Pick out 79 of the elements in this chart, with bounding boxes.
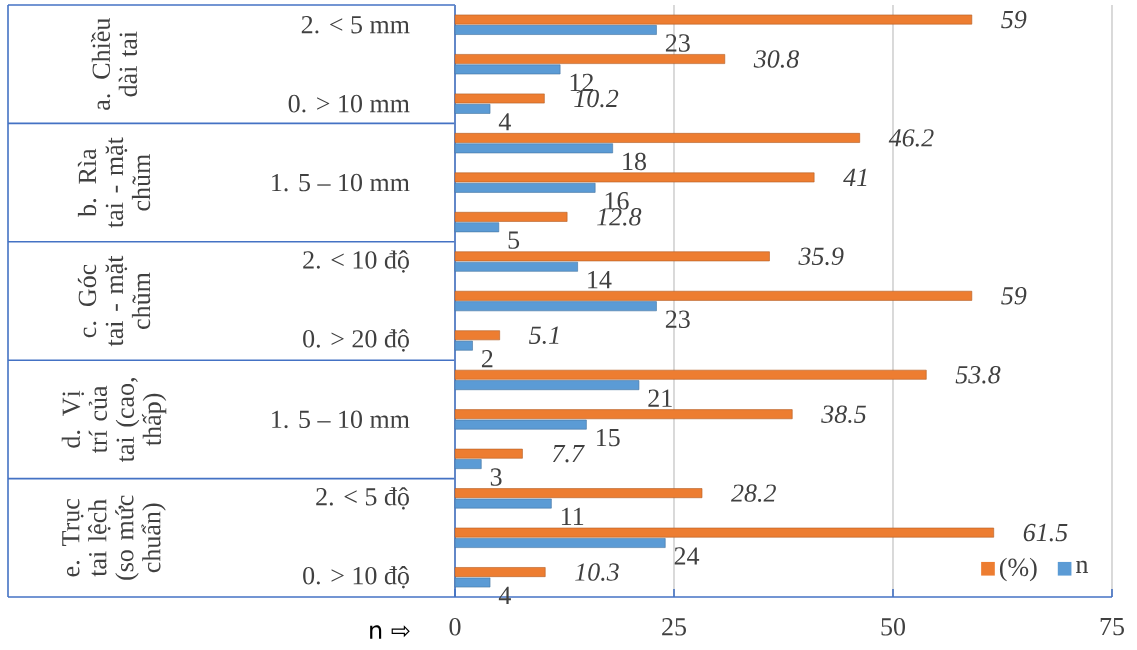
data-label: 53.8 <box>955 365 1001 384</box>
bar <box>454 488 703 499</box>
data-label: 5 <box>508 231 520 249</box>
y-tick-label: 0. > 10 độ <box>303 566 409 589</box>
bar <box>454 222 500 233</box>
data-label: 11 <box>561 507 584 526</box>
y-tick-label: 2. < 5 mm <box>301 15 410 34</box>
data-label: 24 <box>674 547 700 565</box>
bar <box>454 577 491 588</box>
data-label: 15 <box>596 428 620 447</box>
y-tick-label: 2. < 5 độ <box>316 487 409 510</box>
bar <box>454 251 770 262</box>
legend-label: n <box>1076 560 1089 573</box>
bar <box>454 538 666 548</box>
x-tick-label: 25 <box>662 618 686 636</box>
data-label: 35.9 <box>798 247 844 266</box>
bar <box>454 567 546 577</box>
bar <box>454 172 815 183</box>
data-label: 5.1 <box>529 326 559 345</box>
bar <box>454 409 793 420</box>
bar <box>454 301 657 312</box>
bar <box>454 25 657 35</box>
data-label: 61.5 <box>1023 523 1068 542</box>
data-label: 14 <box>588 271 612 289</box>
text: a. Chiều dài tai <box>90 18 138 110</box>
bar <box>454 14 973 25</box>
text: e. Trục tai lệch (so mức chuẩn) <box>62 495 166 580</box>
data-label: 21 <box>648 389 672 407</box>
bar <box>454 133 860 143</box>
x-tick-label: 0 <box>449 618 461 636</box>
bar <box>454 64 561 75</box>
legend-label: (%) <box>999 557 1037 582</box>
data-label: 7.7 <box>552 444 585 463</box>
bar <box>454 290 973 301</box>
y-tick-label: 0. > 20 độ <box>303 329 409 352</box>
data-label: 12.8 <box>597 208 642 226</box>
bar <box>454 211 568 222</box>
data-label: 23 <box>665 34 690 52</box>
data-label: 28.2 <box>730 484 776 502</box>
text: d. Vị trí của tai (cao, thấp) <box>61 378 167 463</box>
bar <box>454 340 473 351</box>
bar <box>454 182 596 193</box>
x-tick-label: 75 <box>1100 618 1124 636</box>
bar <box>454 527 995 538</box>
bar <box>454 369 927 380</box>
bar <box>454 93 545 104</box>
data-label: 3 <box>490 468 502 486</box>
bar <box>454 380 640 391</box>
data-label: 41 <box>843 168 867 186</box>
bar <box>454 103 491 114</box>
data-label: 46.2 <box>888 129 934 147</box>
data-label: 23 <box>665 310 690 328</box>
x-axis-title: n ⇨ <box>370 625 410 639</box>
bar <box>454 459 482 469</box>
y-tick-label: 2. < 10 độ <box>303 250 409 273</box>
text: c. Góc tai - mặt chũm <box>77 255 151 347</box>
data-label: 10.2 <box>574 89 619 108</box>
text: b. Rìa tai - mặt chũm <box>77 137 151 228</box>
data-label: 16 <box>605 192 629 210</box>
data-label: 10.3 <box>575 563 619 581</box>
y-tick-label: 1. 5 – 10 mm <box>272 410 410 429</box>
y-tick-label: 1. 5 – 10 mm <box>272 173 410 192</box>
bar <box>454 54 726 64</box>
bar <box>454 448 523 459</box>
data-label: 4 <box>498 113 511 131</box>
bar <box>454 330 500 341</box>
data-label: 12 <box>570 73 593 91</box>
bar <box>454 498 552 509</box>
bar <box>454 143 613 154</box>
data-label: 59 <box>1001 10 1027 29</box>
bar <box>454 261 578 272</box>
data-label: 30.8 <box>753 50 799 68</box>
x-tick-label: 50 <box>881 618 905 636</box>
data-label: 38.5 <box>821 405 866 424</box>
data-label: 2 <box>481 349 493 368</box>
y-tick-label: 0. > 10 mm <box>288 94 410 113</box>
data-label: 18 <box>623 152 646 171</box>
bar <box>454 419 587 430</box>
data-label: 59 <box>1001 287 1027 305</box>
